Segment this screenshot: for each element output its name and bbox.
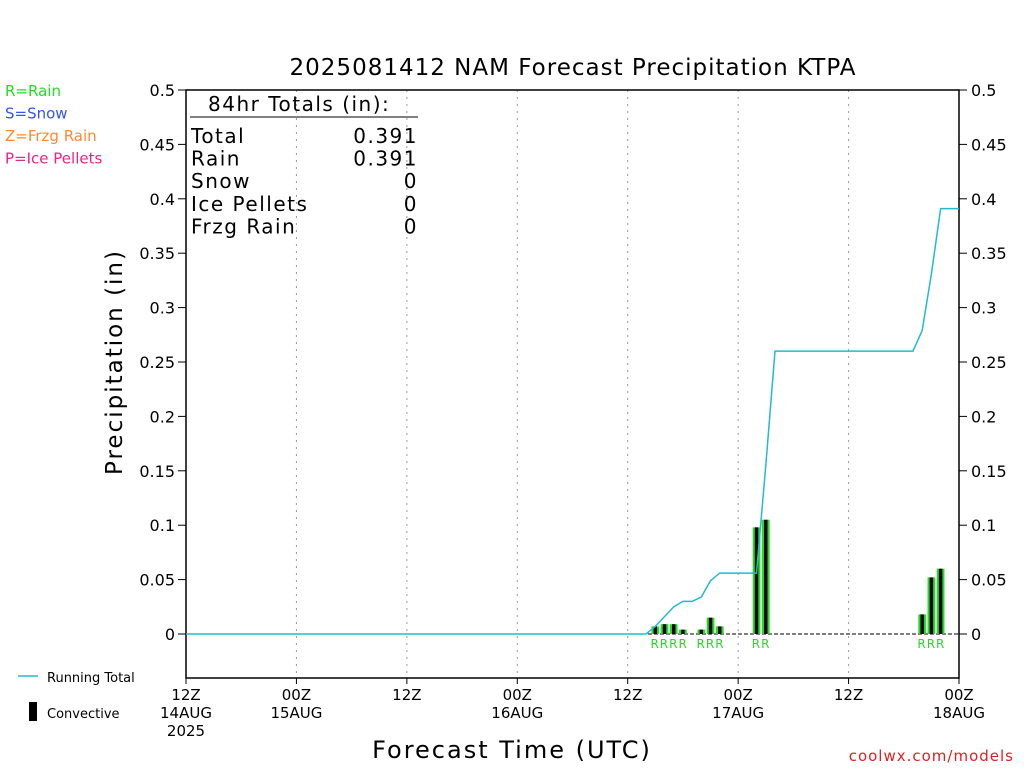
y-tick-label-right: 0.1 xyxy=(971,516,996,535)
totals-label: Total xyxy=(190,124,245,148)
y-tick-label-right: 0.05 xyxy=(971,571,1007,590)
bar-type-labels: RRRR RRR RR RRR xyxy=(650,637,945,651)
y-tick-label-left: 0.25 xyxy=(139,353,175,372)
convective-bar xyxy=(699,629,704,634)
totals-value: 0 xyxy=(404,169,418,193)
y-tick-label-right: 0.5 xyxy=(971,81,996,100)
x-axis-label: Forecast Time (UTC) xyxy=(372,736,652,764)
y-tick-label-left: 0.15 xyxy=(139,462,175,481)
y-tick-label-left: 0.4 xyxy=(150,190,175,209)
y-tick-label-left: 0 xyxy=(165,625,175,644)
legend-ice_pellets: P=Ice Pellets xyxy=(5,150,102,168)
convective-bar xyxy=(681,629,685,634)
convective-bar xyxy=(662,624,667,634)
bar-type-label: RRRR xyxy=(650,637,687,651)
y-tick-label-left: 0.45 xyxy=(139,135,175,154)
legend-frzg_rain: Z=Frzg Rain xyxy=(5,127,97,145)
convective-bar xyxy=(929,577,934,634)
x-tick-label: 00Z xyxy=(723,686,752,704)
x-tick-label: 12Z xyxy=(613,686,642,704)
totals-value: 0 xyxy=(404,192,418,216)
legend-snow: S=Snow xyxy=(5,105,68,123)
y-axis-ticks: 0 00.05 0.050.1 0.10.15 0.150.2 0.20.25 0.250.… xyxy=(139,81,1006,644)
convective-bar xyxy=(938,568,943,634)
convective-bar xyxy=(708,617,713,634)
x-tick-label: 12Z xyxy=(171,686,200,704)
y-tick-label-left: 0.1 xyxy=(150,516,175,535)
totals-label: Frzg Rain xyxy=(191,214,296,238)
x-tick-label: 17AUG xyxy=(712,704,764,722)
convective-legend-label: Convective xyxy=(47,707,120,722)
bar-type-label: RRR xyxy=(697,637,725,651)
totals-label: Snow xyxy=(191,169,251,193)
convective-legend-swatch xyxy=(29,702,37,721)
plot-frame xyxy=(185,89,960,679)
totals-box: 84hr Totals (in): Total 0.391 Rain 0.391 Sno… xyxy=(190,92,418,238)
y-tick-label-right: 0.2 xyxy=(971,407,996,426)
totals-value: 0 xyxy=(404,214,418,238)
x-tick-label: 14AUG xyxy=(160,704,212,722)
y-tick-label-right: 0.3 xyxy=(971,299,996,318)
running-total-line xyxy=(186,207,959,635)
convective-bar xyxy=(764,519,768,634)
y-tick-label-left: 0.05 xyxy=(139,571,175,590)
x-tick-label: 15AUG xyxy=(270,704,322,722)
totals-rows: Total 0.391 Rain 0.391 Snow 0 Ice Pellets 0 Frzg… xyxy=(190,124,418,238)
convective-bar xyxy=(717,626,722,634)
x-tick-label: 18AUG xyxy=(933,704,985,722)
x-tick-label: 12Z xyxy=(834,686,863,704)
convective-bar xyxy=(754,527,759,634)
x-tick-label: 00Z xyxy=(503,686,532,704)
x-tick-label: 00Z xyxy=(282,686,311,704)
y-axis-label: Precipitation (in) xyxy=(102,249,128,475)
totals-value: 0.391 xyxy=(353,147,418,171)
y-tick-label-right: 0.35 xyxy=(971,244,1007,263)
x-tick-label: 16AUG xyxy=(491,704,543,722)
precip-bars xyxy=(651,519,945,634)
totals-header: 84hr Totals (in): xyxy=(208,92,390,116)
convective-bar xyxy=(671,624,676,634)
bar-type-label: RR xyxy=(752,637,771,651)
convective-bar xyxy=(920,614,924,634)
x-tick-label: 12Z xyxy=(392,686,421,704)
running-total-legend-label: Running Total xyxy=(47,671,135,686)
bar-type-label: RRR xyxy=(917,637,945,651)
totals-value: 0.391 xyxy=(353,124,418,148)
y-tick-label-left: 0.5 xyxy=(150,81,175,100)
convective-bar xyxy=(653,626,658,634)
y-tick-label-right: 0.45 xyxy=(971,135,1007,154)
credit-text: coolwx.com/models xyxy=(849,747,1014,765)
vertical-grid xyxy=(295,90,850,678)
legend-rain: R=Rain xyxy=(5,82,61,100)
y-tick-label-left: 0.2 xyxy=(150,407,175,426)
precip-type-legend: R=Rain S=Snow Z=Frzg Rain P=Ice Pellets xyxy=(5,82,102,168)
chart-title: 2025081412 NAM Forecast Precipitation KT… xyxy=(290,55,857,81)
y-tick-label-left: 0.3 xyxy=(150,299,175,318)
totals-label: Ice Pellets xyxy=(191,192,308,216)
y-tick-label-left: 0.35 xyxy=(139,244,175,263)
y-tick-label-right: 0.4 xyxy=(971,190,996,209)
x-tick-label: 00Z xyxy=(944,686,973,704)
totals-label: Rain xyxy=(191,147,241,171)
x-tick-label: 2025 xyxy=(167,722,205,740)
y-tick-label-right: 0.25 xyxy=(971,353,1007,372)
y-tick-label-right: 0 xyxy=(971,625,981,644)
bottom-legend: Running Total Convective xyxy=(18,671,135,722)
y-tick-label-right: 0.15 xyxy=(971,462,1007,481)
